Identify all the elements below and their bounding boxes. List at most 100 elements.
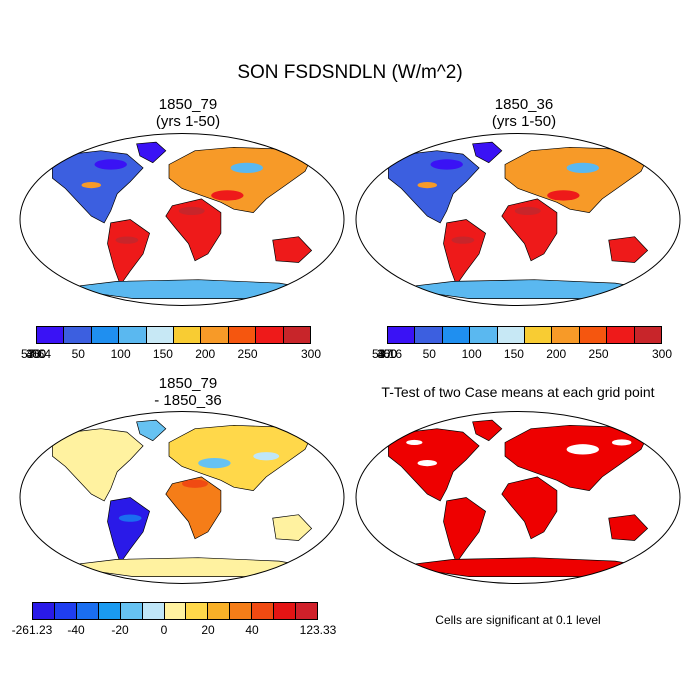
colorbar-tick-label: -20 [111,623,129,637]
colorbar-tick-label: 3.6 [27,347,45,361]
landmass-africa [165,198,222,262]
landmass-eurasia [504,146,649,213]
colorbar-tick-label: 250 [237,347,258,361]
colorbar-tick-label: 200 [546,347,567,361]
map-region [230,162,263,174]
colorbar-swatch [164,603,187,619]
colorbar-swatch [296,603,317,619]
colorbar-swatch [146,327,175,343]
panel2-colorbar [387,326,662,344]
colorbar-tick-label: 20 [201,623,215,637]
map-region [198,457,231,469]
landmass-antarctica [58,279,319,299]
colorbar-tick-label: 400 [25,347,47,361]
panel1-title: 1850_79 (yrs 1-50) [58,96,318,130]
map-region [182,479,208,488]
landmass-greenland [136,141,167,164]
colorbar-swatch [552,327,580,343]
colorbar-swatch [415,327,443,343]
panel1-colorbar-labels: 3.6 50 100 150 200 250 300 350 400 570.4 [21,347,321,363]
landmass-australia [608,236,649,263]
colorbar-tick-label: 300 [300,347,322,361]
map-border [19,133,345,306]
landmass-antarctica [58,557,319,577]
panel4-title: T-Test of two Case means at each grid po… [381,384,655,400]
map-region [406,439,423,446]
colorbar-swatch [283,327,311,343]
landmass-greenland [472,419,503,442]
colorbar-tick-label: 150 [503,347,524,361]
figure-title: SON FSDSNDLN (W/m^2) [237,62,463,83]
colorbar-tick-label: 50 [422,347,436,361]
colorbar-tick-label: 570.4 [20,347,52,361]
colorbar-tick-label: 150 [152,347,173,361]
panel2-title: 1850_36 (yrs 1-50) [394,96,654,130]
colorbar-tick-label: 40 [245,623,259,637]
map-border [355,411,681,584]
panel3-title-line2: - 1850_36 [154,392,222,409]
map-land [52,419,319,577]
colorbar-tick-label: 123.33 [299,623,337,637]
panel1-map [19,133,345,306]
panel2-title-line1: 1850_36 [494,96,554,113]
panel4-note: Cells are significant at 0.1 level [435,613,601,627]
colorbar-swatch [174,327,202,343]
colorbar-tick-label: 0 [160,623,168,637]
colorbar-swatch [388,327,416,343]
colorbar-swatch [470,327,498,343]
colorbar-tick-label: -40 [67,623,85,637]
map-region [566,162,599,174]
colorbar-swatch [120,603,143,619]
colorbar-swatch [607,327,635,343]
panel1-title-line1: 1850_79 [158,96,218,113]
colorbar-tick-label: 4.1 [378,347,396,361]
map-region [547,190,580,201]
map-border [19,411,345,584]
map-region [115,236,139,244]
colorbar-swatch [208,603,231,619]
landmass-eurasia [504,424,649,491]
colorbar-swatch [634,327,662,343]
landmass-greenland [472,141,503,164]
colorbar-tick-label: 100 [461,347,482,361]
map-land [388,141,655,299]
colorbar-tick-label: 100 [110,347,131,361]
colorbar-tick-label: 200 [195,347,216,361]
panel1-title-line2: (yrs 1-50) [155,113,221,130]
landmass-namerica [52,428,144,502]
colorbar-swatch [252,603,275,619]
panel3-colorbar [32,602,318,620]
landmass-antarctica [394,279,655,299]
map-region [566,444,599,455]
panel2-colorbar-labels: 4.1 50 100 150 200 250 300 350 400 537.6 [372,347,672,363]
map-region [94,159,127,170]
colorbar-swatch [37,327,65,343]
landmass-antarctica [394,557,655,577]
colorbar-swatch [33,603,55,619]
colorbar-swatch [256,327,284,343]
landmass-australia [608,514,649,541]
landmass-australia [272,236,313,263]
colorbar-swatch [91,327,120,343]
colorbar-swatch [98,603,121,619]
landmass-eurasia [168,424,313,491]
map-region [417,182,437,189]
colorbar-tick-label: 537.6 [371,347,403,361]
colorbar-tick-label: -261.23 [11,623,53,637]
panel3-colorbar-labels: -261.23 -40 -20 0 20 40 123.33 [12,623,337,639]
landmass-africa [501,198,558,262]
map-border [355,133,681,306]
colorbar-tick-label: 250 [588,347,609,361]
map-region [611,439,632,446]
landmass-samerica [107,219,151,286]
colorbar-swatch [274,603,297,619]
map-region [178,206,205,216]
landmass-africa [165,476,222,540]
landmass-samerica [107,497,151,564]
map-region [430,159,463,170]
map-region [451,236,475,244]
colorbar-swatch [76,603,99,619]
landmass-samerica [443,219,487,286]
map-region [81,182,101,189]
panel4-map [355,411,681,584]
